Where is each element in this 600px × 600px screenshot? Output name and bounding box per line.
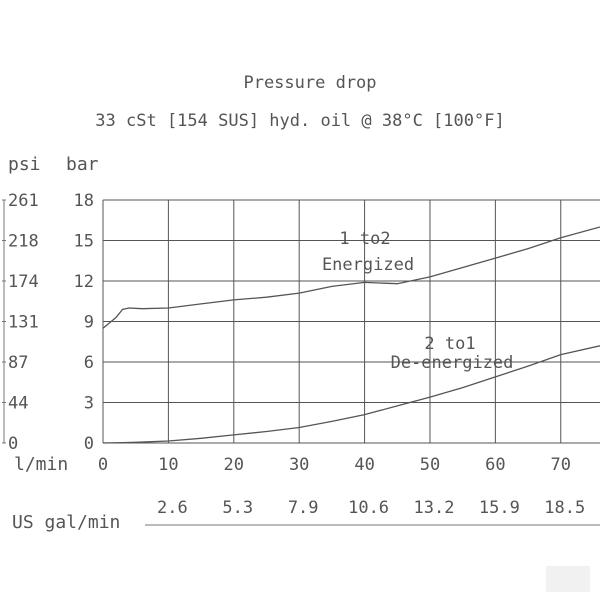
chart-title: Pressure drop <box>243 73 376 93</box>
series-line-1 <box>102 226 600 329</box>
chart-subtitle: 33 cSt [154 SUS] hyd. oil @ 38°C [100°F] <box>95 111 504 131</box>
x-tick-label: 20 <box>224 455 244 475</box>
x-tick-label-secondary: 10.6 <box>348 498 389 518</box>
y-tick-label-psi: 261 <box>8 191 39 211</box>
y-tick-label-psi: 174 <box>8 272 39 292</box>
chart-grid <box>2 199 600 444</box>
x-tick-label: 60 <box>485 455 505 475</box>
y-axis-label-bar: bar <box>66 154 99 175</box>
x-tick-label-secondary: 13.2 <box>413 498 454 518</box>
x-tick-label: 0 <box>98 455 108 475</box>
x-tick-label: 40 <box>354 455 374 475</box>
x-tick-label: 10 <box>158 455 178 475</box>
y-axis-label-psi: psi <box>8 154 41 175</box>
x-tick-label-secondary: 15.9 <box>479 498 520 518</box>
y-tick-label-bar: 0 <box>84 434 94 454</box>
y-tick-label-bar: 18 <box>74 191 94 211</box>
y-tick-label-bar: 15 <box>74 232 94 252</box>
x-tick-label-secondary: 5.3 <box>222 498 253 518</box>
y-tick-label-psi: 131 <box>8 313 39 333</box>
x-tick-label: 30 <box>289 455 309 475</box>
y-tick-label-psi: 0 <box>8 434 18 454</box>
y-tick-label-bar: 3 <box>84 394 94 414</box>
series-label-1-line1: 1 to2 <box>339 229 390 249</box>
y-tick-label-bar: 9 <box>84 313 94 333</box>
y-tick-label-psi: 87 <box>8 353 28 373</box>
x-tick-label: 50 <box>420 455 440 475</box>
series-label-1-line2: Energized <box>322 255 414 275</box>
x-tick-label-secondary: 18.5 <box>544 498 585 518</box>
x-tick-label-secondary: 7.9 <box>288 498 319 518</box>
series-label-2-line1: 2 to1 <box>424 334 475 354</box>
x-axis-label-usgal: US gal/min <box>12 512 120 533</box>
watermark-logo <box>546 566 590 592</box>
y-tick-label-bar: 6 <box>84 353 94 373</box>
x-tick-label: 70 <box>551 455 571 475</box>
series-label-2-line2: De-energized <box>391 353 514 373</box>
y-tick-label-psi: 218 <box>8 232 39 252</box>
series-line-2 <box>102 345 600 444</box>
series-lines <box>102 226 600 444</box>
x-tick-label-secondary: 2.6 <box>157 498 188 518</box>
y-tick-label-psi: 44 <box>8 394 28 414</box>
y-tick-label-bar: 12 <box>74 272 94 292</box>
x-axis-label-lmin: l/min <box>14 454 68 475</box>
